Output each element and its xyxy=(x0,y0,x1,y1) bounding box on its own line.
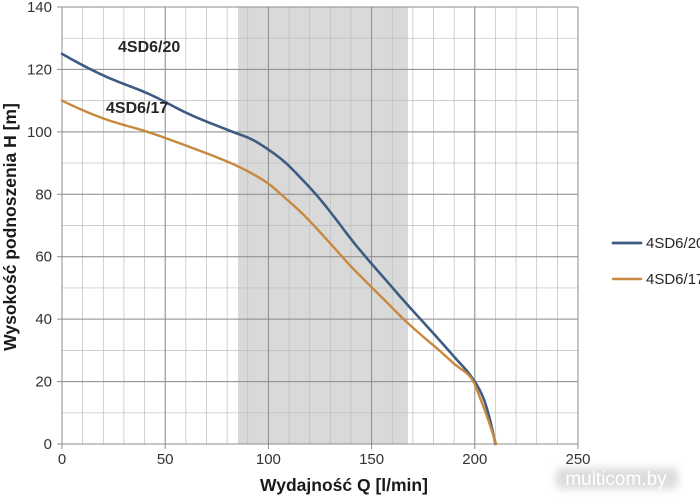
svg-text:Wysokość podnoszenia H [m]: Wysokość podnoszenia H [m] xyxy=(0,103,20,351)
svg-text:0: 0 xyxy=(58,451,66,468)
svg-text:4SD6/20: 4SD6/20 xyxy=(118,39,180,56)
svg-text:4SD6/17: 4SD6/17 xyxy=(106,100,168,117)
svg-text:100: 100 xyxy=(256,451,281,468)
svg-text:40: 40 xyxy=(35,311,52,328)
svg-text:Wydajność Q [l/min]: Wydajność Q [l/min] xyxy=(260,475,428,495)
svg-text:4SD6/17: 4SD6/17 xyxy=(646,271,700,288)
svg-text:250: 250 xyxy=(565,451,590,468)
svg-text:80: 80 xyxy=(35,186,52,203)
svg-text:4SD6/20: 4SD6/20 xyxy=(646,235,700,252)
svg-text:multicom.by: multicom.by xyxy=(565,469,667,490)
svg-text:120: 120 xyxy=(27,61,52,78)
svg-text:200: 200 xyxy=(462,451,487,468)
svg-text:140: 140 xyxy=(27,0,52,16)
svg-text:0: 0 xyxy=(44,436,52,453)
svg-text:20: 20 xyxy=(35,374,52,391)
svg-text:100: 100 xyxy=(27,124,52,141)
svg-text:50: 50 xyxy=(157,451,174,468)
svg-text:150: 150 xyxy=(359,451,384,468)
svg-text:60: 60 xyxy=(35,249,52,266)
